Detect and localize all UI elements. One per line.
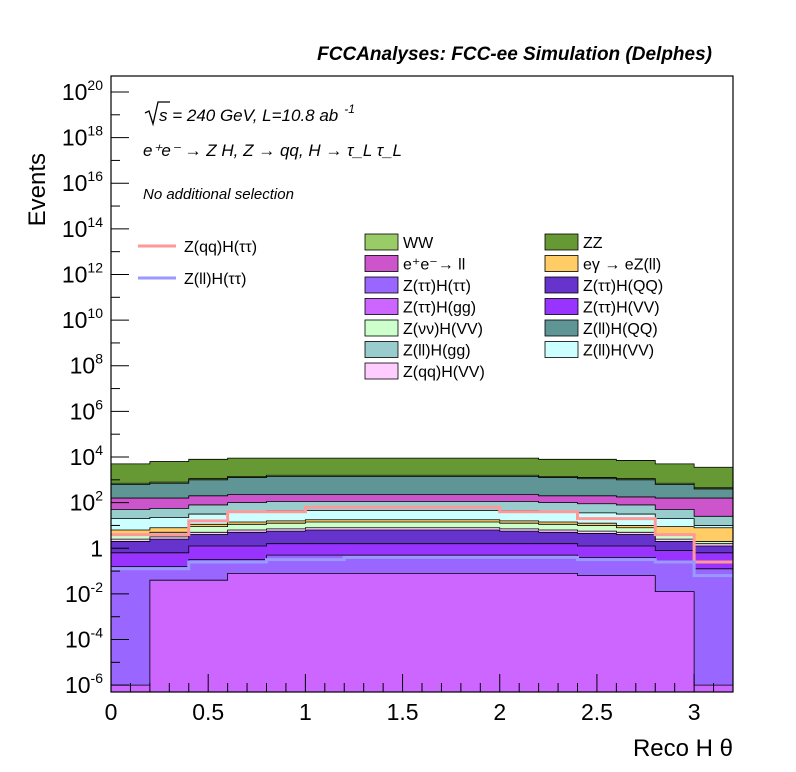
y-tick-base: 10 xyxy=(62,170,88,196)
x-tick-label: 0.5 xyxy=(192,699,224,725)
legend-label: Z(ττ)H(VV) xyxy=(583,300,660,317)
y-tick-label: 1016 xyxy=(62,168,103,196)
y-tick-exp: -2 xyxy=(91,579,104,595)
legend-swatch xyxy=(544,233,579,251)
legend-label: Z(qq)H(VV) xyxy=(403,364,485,381)
y-tick-label: 10-4 xyxy=(65,625,103,653)
y-tick-exp: 14 xyxy=(87,214,103,230)
y-tick-base: 10 xyxy=(65,672,91,698)
x-tick-label: 1.5 xyxy=(387,699,419,725)
legend-label: Z(ll)H(gg) xyxy=(403,343,471,360)
x-tick-label: 0 xyxy=(105,699,118,725)
y-tick-exp: 2 xyxy=(95,488,103,504)
legend-swatch xyxy=(364,298,399,315)
y-tick-label: 1014 xyxy=(62,214,103,242)
energy-text: = 240 GeV, L=10.8 ab xyxy=(168,106,339,125)
y-tick-base: 10 xyxy=(62,216,88,242)
y-tick-exp: -4 xyxy=(91,625,104,641)
legend-label: e⁺e⁻→ ll xyxy=(403,257,465,274)
legend-swatch xyxy=(364,233,399,251)
y-tick-label: 1012 xyxy=(62,259,103,287)
stacked-histograms xyxy=(110,457,734,693)
y-tick-base: 10 xyxy=(65,581,91,607)
y-axis-label: Events xyxy=(24,153,51,226)
legend-swatch xyxy=(544,255,579,272)
signal-lines xyxy=(111,505,733,578)
legend: Z(qq)H(ττ) Z(ll)H(ττ) WW e⁺e⁻→ ll Z(ττ)H(ττ)… xyxy=(138,233,663,381)
selection-annotation: No additional selection xyxy=(143,186,294,203)
y-tick-base: 10 xyxy=(70,490,96,516)
legend-label: Z(ll)H(VV) xyxy=(583,343,654,360)
y-tick-base: 10 xyxy=(70,353,96,379)
legend-swatch xyxy=(364,276,399,294)
legend-label: Z(ττ)H(ττ) xyxy=(403,278,471,295)
y-tick-exp: 10 xyxy=(87,305,103,321)
legend-swatch xyxy=(364,319,399,337)
y-tick-label: 104 xyxy=(70,442,104,470)
x-tick-label: 2.5 xyxy=(581,699,613,725)
y-tick-exp: 4 xyxy=(95,442,103,458)
svg-text:s = 240 GeV, L=10.8 ab-1: s = 240 GeV, L=10.8 ab -1 xyxy=(159,102,355,125)
energy-annotation: s = 240 GeV, L=10.8 ab -1 xyxy=(144,101,355,127)
legend-label: Z(ll)H(ττ) xyxy=(184,271,246,288)
stack-z-tautau-h-gg xyxy=(110,572,734,693)
y-tick-base: 10 xyxy=(62,307,88,333)
y-tick-label: 1010 xyxy=(62,305,103,333)
y-tick-exp: 8 xyxy=(95,351,103,367)
energy-sqrt-arg: s xyxy=(159,106,168,125)
y-tick-exp: 6 xyxy=(95,396,103,412)
legend-swatch xyxy=(544,319,579,337)
legend-label: Z(ll)H(QQ) xyxy=(583,321,658,338)
y-tick-label: 10-6 xyxy=(65,670,103,698)
y-tick-base: 10 xyxy=(65,627,91,653)
y-tick-label: 108 xyxy=(70,351,104,379)
x-tick-label: 3 xyxy=(688,699,701,725)
y-tick-base: 10 xyxy=(70,398,96,424)
legend-label: Z(νν)H(VV) xyxy=(403,321,483,338)
axes: 0 0.5 1 1.5 2 2.5 310-610-410-2110210410610810… xyxy=(62,77,734,725)
y-tick-label: 10-2 xyxy=(65,579,103,607)
y-tick-base: 10 xyxy=(62,79,88,105)
y-tick-label: 106 xyxy=(70,396,104,424)
y-tick-exp: 12 xyxy=(87,259,103,275)
legend-label: ZZ xyxy=(583,235,603,252)
legend-swatch xyxy=(364,341,399,358)
legend-swatch xyxy=(364,255,399,272)
energy-unit-exp: -1 xyxy=(344,102,355,116)
y-tick-exp: 20 xyxy=(87,77,103,93)
legend-label: eγ → eZ(ll) xyxy=(583,257,661,274)
signal-line-z-qq-h-tautau xyxy=(111,505,733,564)
legend-label: Z(ττ)H(QQ) xyxy=(583,278,663,295)
legend-swatch xyxy=(544,341,579,358)
x-tick-label: 2 xyxy=(493,699,506,725)
y-tick-label: 1 xyxy=(90,535,103,561)
legend-swatch xyxy=(544,298,579,315)
y-tick-label: 102 xyxy=(70,488,104,516)
y-tick-exp: 18 xyxy=(87,123,103,139)
signal-line-z-ll-h-tautau xyxy=(111,555,733,578)
y-tick-exp: 16 xyxy=(87,168,103,184)
x-tick-label: 1 xyxy=(299,699,312,725)
y-tick-label: 1018 xyxy=(62,123,103,151)
y-tick-base: 10 xyxy=(62,261,88,287)
sqrt-symbol xyxy=(144,101,170,127)
legend-swatch xyxy=(544,276,579,294)
chart-title: FCCAnalyses: FCC-ee Simulation (Delphes) xyxy=(317,44,712,65)
legend-label: Z(qq)H(ττ) xyxy=(184,239,257,256)
y-tick-exp: -6 xyxy=(91,670,104,686)
y-tick-base: 10 xyxy=(62,125,88,151)
x-axis-label: Reco H θ xyxy=(633,735,733,762)
legend-label: Z(ττ)H(gg) xyxy=(403,300,476,317)
legend-swatch xyxy=(364,362,399,380)
y-tick-base: 10 xyxy=(70,444,96,470)
legend-label: WW xyxy=(403,235,434,252)
y-tick-label: 1020 xyxy=(62,77,103,105)
process-annotation: e⁺e⁻ → Z H, Z → qq, H → τ_L τ_L xyxy=(143,141,402,160)
